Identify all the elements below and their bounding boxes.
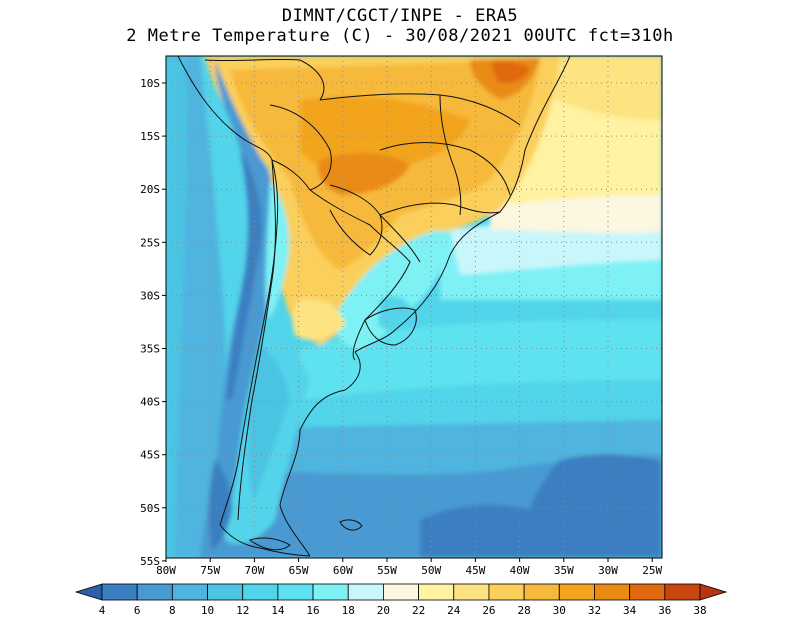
border-bolivia [269,104,332,191]
lon-label: 70W [244,564,264,577]
colorbar-segment [347,583,384,601]
colorbar-segment [136,583,173,601]
lon-label: 45W [465,564,485,577]
latitude-labels: 10S 15S 20S 25S 30S 35S 40S 45S 50S 55S [140,77,166,568]
lat-label: 15S [140,130,160,143]
colorbar-tick-label: 36 [658,604,671,617]
colorbar-segment [558,583,595,601]
title-line-2: 2 Metre Temperature (C) - 30/08/2021 00U… [126,26,674,46]
lat-label: 35S [140,343,160,356]
lat-label: 50S [140,502,160,515]
colorbar-segment [488,583,525,601]
lat-label: 45S [140,449,160,462]
colorbar-segment [523,583,560,601]
colorbar-tick-label: 34 [623,604,637,617]
colorbar-segment [629,583,666,601]
lon-label: 65W [289,564,309,577]
lon-label: 80W [156,564,176,577]
colorbar-tick-label: 4 [99,604,106,617]
border-peru-brazil [204,58,325,101]
coastline-west [177,56,311,557]
colorbar: 4 6 8 10 12 14 16 18 20 22 24 26 28 30 32 34 36 38 [74,583,728,617]
colorbar-tick-label: 38 [693,604,706,617]
colorbar-segment [101,583,138,601]
colorbar-tick-label: 14 [271,604,285,617]
border-brazil-states-2 [379,142,511,196]
colorbar-arrow-low [74,583,103,601]
colorbar-segment [207,583,244,601]
lat-lon-grid [166,56,662,558]
border-brazil-states-5 [379,214,421,263]
colorbar-segment [594,583,631,601]
colorbar-tick-label: 10 [201,604,214,617]
border-brazil-states-4 [439,94,462,216]
border-uruguay [364,307,417,346]
lon-label: 75W [200,564,220,577]
coastline-east [279,56,571,557]
colorbar-tick-label: 8 [169,604,176,617]
lat-label: 20S [140,183,160,196]
border-argentina-north [309,189,411,361]
tierra-del-fuego [248,537,291,551]
lat-label: 55S [140,555,160,568]
colorbar-tick-label: 20 [377,604,390,617]
colorbar-segment [453,583,490,601]
colorbar-tick-label: 16 [306,604,319,617]
title-line-1: DIMNT/CGCT/INPE - ERA5 [281,6,519,26]
colorbar-tick-label: 26 [482,604,495,617]
border-brazil-states-3 [379,202,501,216]
colorbar-tick-label: 6 [134,604,141,617]
temperature-field [166,56,662,558]
lon-label: 55W [377,564,397,577]
colorbar-tick-label: 30 [553,604,566,617]
colorbar-tick-label: 24 [447,604,461,617]
lon-label: 35W [554,564,574,577]
colorbar-tick-label: 18 [342,604,355,617]
colorbar-segment [664,583,701,601]
lon-label: 40W [510,564,530,577]
colorbar-tick-label: 28 [517,604,530,617]
lon-label: 25W [642,564,662,577]
colorbar-segment [171,583,208,601]
plot-frame [165,55,663,559]
lat-label: 40S [140,396,160,409]
colorbar-tick-label: 32 [588,604,601,617]
longitude-labels: 80W 75W 70W 65W 60W 55W 50W 45W 40W 35W 30W 25W [156,558,663,577]
border-argentina-chile [237,159,276,521]
lat-label: 30S [140,289,160,302]
colorbar-arrow-high [699,583,728,601]
colorbar-segment [383,583,419,601]
border-brazil-states-1 [319,93,521,126]
colorbar-tick-label: 22 [412,604,425,617]
coastline-and-borders [177,56,571,557]
colorbar-segment [242,583,279,601]
colorbar-segment [277,583,314,601]
lon-label: 30W [598,564,618,577]
lon-label: 60W [333,564,353,577]
colorbar-tick-label: 12 [236,604,249,617]
colorbar-segment [312,583,349,601]
falklands [339,519,363,531]
lon-label: 50W [421,564,441,577]
lat-label: 10S [140,77,160,90]
colorbar-segment [418,583,455,601]
border-paraguay [329,184,383,256]
lat-label: 25S [140,236,160,249]
